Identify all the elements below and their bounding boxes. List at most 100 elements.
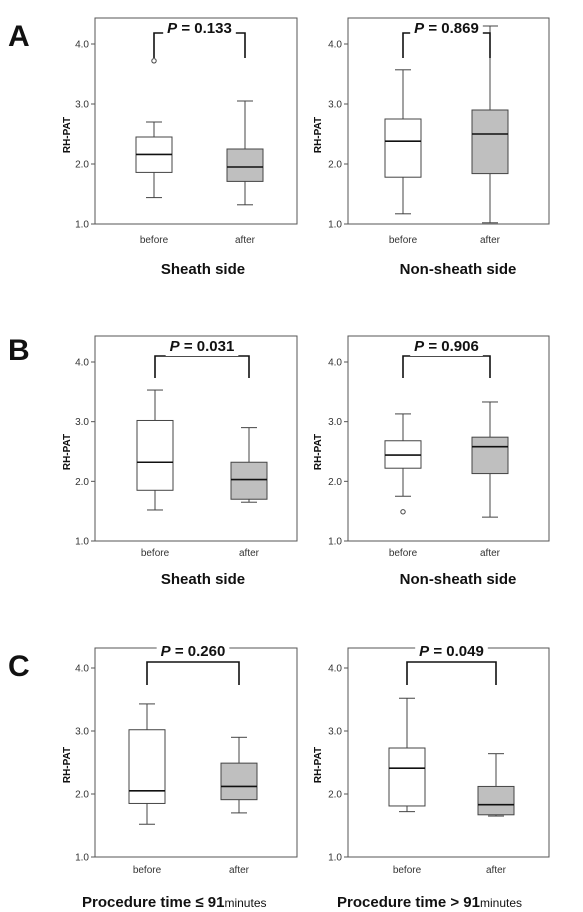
box-iqr — [220, 762, 258, 801]
p-value: = 0.031 — [180, 338, 235, 355]
panel-title-main: Sheath side — [161, 571, 245, 588]
box-iqr — [128, 729, 166, 804]
y-tick-label: 1.0 — [328, 853, 342, 864]
p-value: = 0.260 — [171, 643, 226, 660]
plot-frame — [347, 17, 550, 225]
y-axis-label: RH-PAT — [313, 117, 324, 153]
x-category-label: before — [140, 235, 169, 246]
box-before — [388, 697, 426, 813]
box-before — [128, 703, 166, 825]
box-iqr — [477, 785, 515, 816]
panel-title: Non-sheath side — [400, 571, 517, 588]
p-value-background — [165, 337, 239, 356]
p-value-label: P = 0.260 — [161, 643, 226, 660]
y-tick-label: 3.0 — [328, 417, 342, 428]
box-iqr — [471, 109, 509, 175]
p-value-background — [156, 642, 230, 661]
box-panel-1: A 1.0 2.0 3.0 4.0 RH-PAT before after P = 0.133 S… — [8, 17, 298, 278]
panel-letter: A — [8, 20, 30, 53]
y-axis-label: RH-PAT — [313, 747, 324, 783]
y-tick-label: 3.0 — [75, 727, 89, 738]
y-axis-label: RH-PAT — [62, 117, 73, 153]
p-value-label: P = 0.906 — [414, 338, 479, 355]
box-iqr — [384, 118, 422, 178]
panel-title-main: Procedure time ≤ 91 — [82, 894, 224, 911]
box-after — [230, 427, 268, 503]
y-tick-label: 1.0 — [75, 220, 89, 231]
plot-frame — [347, 335, 550, 542]
y-tick-label: 1.0 — [328, 537, 342, 548]
x-category-label: after — [229, 865, 250, 876]
panel-title: Procedure time ≤ 91minutes — [82, 894, 267, 911]
y-tick-label: 4.0 — [75, 40, 89, 51]
p-value-label: P = 0.133 — [167, 20, 232, 37]
box-after — [471, 401, 509, 518]
box-after — [226, 100, 264, 206]
x-category-label: before — [389, 548, 418, 559]
significance-bracket — [402, 355, 491, 378]
y-tick-label: 1.0 — [75, 537, 89, 548]
x-category-label: before — [133, 865, 162, 876]
x-category-label: after — [480, 548, 501, 559]
y-tick-label: 4.0 — [328, 40, 342, 51]
box-before — [384, 413, 422, 515]
box-before — [135, 58, 173, 199]
y-axis-label: RH-PAT — [62, 747, 73, 783]
box-iqr — [230, 461, 268, 500]
p-symbol: P — [161, 643, 172, 660]
p-value-label: P = 0.869 — [414, 20, 479, 37]
y-tick-label: 2.0 — [328, 477, 342, 488]
box-iqr — [136, 419, 174, 491]
panel-title: Sheath side — [161, 261, 245, 278]
y-tick-label: 1.0 — [328, 220, 342, 231]
p-value: = 0.869 — [424, 20, 479, 37]
y-tick-label: 4.0 — [328, 358, 342, 369]
panel-title-main: Non-sheath side — [400, 261, 517, 278]
box-panel-3: B 1.0 2.0 3.0 4.0 RH-PAT before after P = 0.031 S… — [8, 334, 298, 588]
x-category-label: after — [486, 865, 507, 876]
y-tick-label: 2.0 — [75, 477, 89, 488]
x-category-label: before — [141, 548, 170, 559]
p-value: = 0.049 — [429, 643, 484, 660]
p-symbol: P — [170, 338, 181, 355]
y-tick-label: 3.0 — [328, 727, 342, 738]
significance-bracket — [146, 661, 240, 685]
p-value-label: P = 0.031 — [170, 338, 235, 355]
box-before — [136, 389, 174, 511]
panel-title-main: Procedure time > 91 — [337, 894, 480, 911]
panel-title-unit: minutes — [480, 896, 522, 910]
panel-title-main: Sheath side — [161, 261, 245, 278]
panel-letter: C — [8, 650, 30, 683]
panel-title: Non-sheath side — [400, 261, 517, 278]
y-tick-label: 2.0 — [75, 790, 89, 801]
y-tick-label: 2.0 — [328, 790, 342, 801]
x-category-label: before — [389, 235, 418, 246]
box-after — [477, 753, 515, 817]
x-category-label: before — [393, 865, 422, 876]
plot-frame — [94, 647, 298, 858]
y-tick-label: 2.0 — [75, 160, 89, 171]
p-value-background — [415, 642, 488, 661]
p-symbol: P — [419, 643, 430, 660]
plot-frame — [94, 17, 298, 225]
p-symbol: P — [167, 20, 178, 37]
y-tick-label: 3.0 — [75, 417, 89, 428]
p-value: = 0.133 — [177, 20, 232, 37]
box-before — [384, 69, 422, 215]
box-after — [220, 736, 258, 814]
box-panel-4: 1.0 2.0 3.0 4.0 RH-PAT before after P = 0.906 No… — [313, 335, 550, 588]
p-symbol: P — [414, 338, 425, 355]
plot-frame — [347, 647, 550, 858]
p-value-background — [410, 337, 483, 356]
y-tick-label: 3.0 — [328, 100, 342, 111]
panel-letter: B — [8, 334, 30, 367]
p-value-background — [163, 19, 236, 38]
box-iqr — [471, 436, 509, 475]
panel-title-main: Non-sheath side — [400, 571, 517, 588]
x-category-label: after — [239, 548, 260, 559]
box-panel-6: 1.0 2.0 3.0 4.0 RH-PAT before after P = 0.049 Pr… — [313, 642, 550, 911]
plot-frame — [94, 335, 298, 542]
panel-title-unit: minutes — [224, 896, 266, 910]
